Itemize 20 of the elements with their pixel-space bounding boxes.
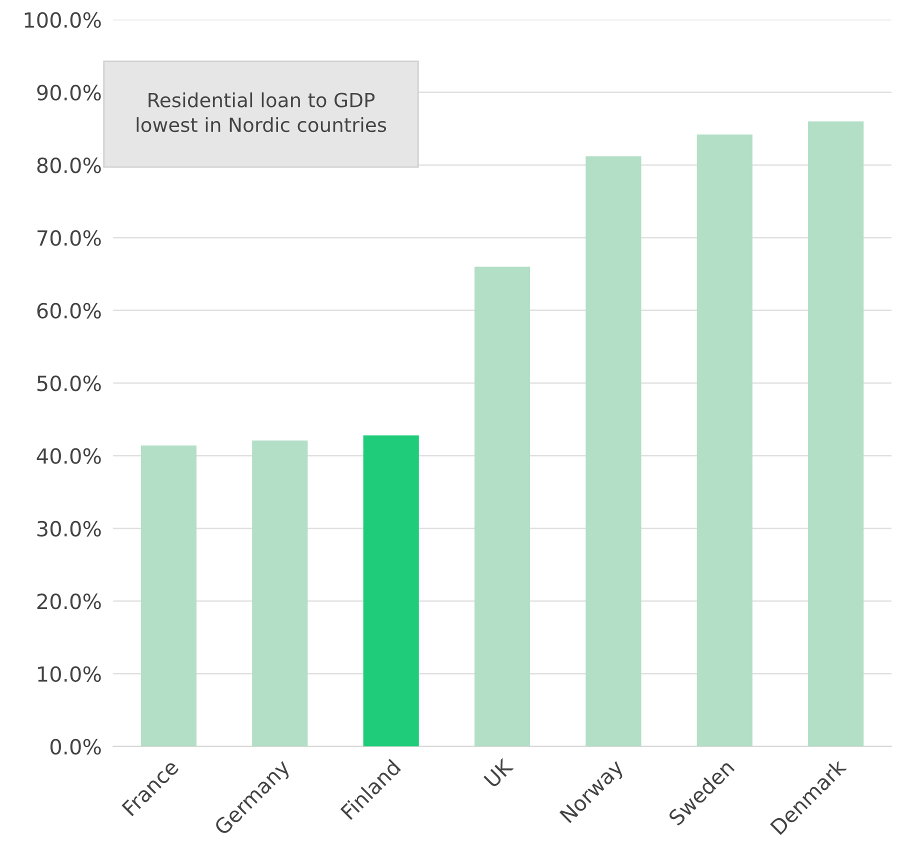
y-tick-label: 10.0% — [38, 666, 101, 682]
y-tick-label: 30.0% — [37, 520, 101, 537]
y-tick-label: 100.0% — [24, 12, 101, 28]
y-tick-label: 40.0% — [36, 448, 101, 464]
bar — [586, 156, 642, 746]
bar — [808, 121, 864, 746]
y-tick-label: 60.0% — [37, 302, 101, 319]
y-tick-label: 50.0% — [37, 375, 101, 392]
y-tick-label: 70.0% — [38, 230, 101, 246]
bar — [363, 435, 419, 746]
y-tick-label: 80.0% — [37, 157, 101, 174]
bar — [252, 440, 308, 746]
y-tick-label: 90.0% — [37, 84, 101, 101]
bar — [140, 446, 197, 746]
x-tick-label: UK — [484, 758, 514, 788]
annotation: Residential loan to GDP lowest in Nordic countries — [136, 92, 386, 132]
y-tick-label: 20.0% — [37, 594, 101, 610]
y-tick-label: 0.0% — [50, 738, 101, 755]
bar — [696, 134, 752, 746]
bar — [474, 266, 530, 746]
